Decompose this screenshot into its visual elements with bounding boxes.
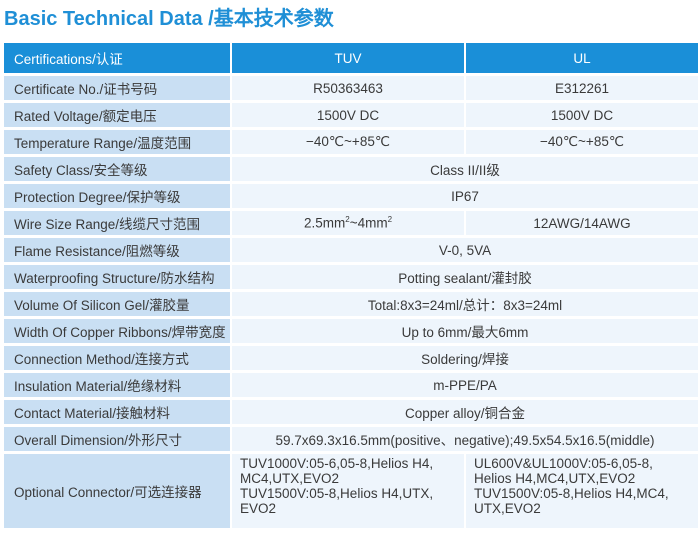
row-label-insulation: Insulation Material/绝缘材料 — [4, 373, 230, 397]
table-row: Insulation Material/绝缘材料 m-PPE/PA — [4, 373, 698, 397]
wire-ul: 12AWG/14AWG — [466, 211, 698, 235]
connector-tuv-line: EVO2 — [240, 501, 277, 516]
table-row: Waterproofing Structure/防水结构 Potting sea… — [4, 265, 698, 289]
certificate-tuv: R50363463 — [232, 76, 464, 100]
header-ul: UL — [466, 43, 698, 73]
connector-ul-line: UTX,EVO2 — [474, 501, 541, 516]
header-tuv: TUV — [232, 43, 464, 73]
protection-value: IP67 — [232, 184, 698, 208]
row-label-certificate: Certificate No./证书号码 — [4, 76, 230, 100]
connector-ul-line: Helios H4,MC4,UTX,EVO2 — [474, 471, 636, 486]
voltage-ul: 1500V DC — [466, 103, 698, 127]
row-label-dimension: Overall Dimension/外形尺寸 — [4, 427, 230, 451]
row-label-protection: Protection Degree/保护等级 — [4, 184, 230, 208]
table-row: Overall Dimension/外形尺寸 59.7x69.3x16.5mm(… — [4, 427, 698, 451]
row-label-voltage: Rated Voltage/额定电压 — [4, 103, 230, 127]
row-label-flame: Flame Resistance/阻燃等级 — [4, 238, 230, 262]
temperature-tuv: −40℃~+85℃ — [232, 130, 464, 154]
connector-tuv-line: TUV1500V:05-8,Helios H4,UTX, — [240, 486, 434, 501]
wire-tuv-max: ~4mm — [349, 215, 388, 231]
header-certifications: Certifications/认证 — [4, 43, 230, 73]
connector-tuv-line: MC4,UTX,EVO2 — [240, 471, 340, 486]
connector-tuv: TUV1000V:05-6,05-8,Helios H4, MC4,UTX,EV… — [232, 454, 464, 528]
table-row: Certificate No./证书号码 R50363463 E312261 — [4, 76, 698, 100]
flame-value: V-0, 5VA — [232, 238, 698, 262]
table-row: Optional Connector/可选连接器 TUV1000V:05-6,0… — [4, 454, 698, 528]
table-row: Temperature Range/温度范围 −40℃~+85℃ −40℃~+8… — [4, 130, 698, 154]
wire-tuv-sup-1: 2 — [345, 215, 350, 225]
row-label-copper-width: Width Of Copper Ribbons/焊带宽度 — [4, 319, 230, 343]
row-label-temperature: Temperature Range/温度范围 — [4, 130, 230, 154]
safety-value: Class II/II级 — [232, 157, 698, 181]
table-row: Protection Degree/保护等级 IP67 — [4, 184, 698, 208]
row-label-waterproof: Waterproofing Structure/防水结构 — [4, 265, 230, 289]
connector-ul-line: UL600V&UL1000V:05-6,05-8, — [474, 456, 653, 471]
table-row: Wire Size Range/线缆尺寸范围 2.5mm2~4mm2 12AWG… — [4, 211, 698, 235]
table-row: Volume Of Silicon Gel/灌胶量 Total:8x3=24ml… — [4, 292, 698, 316]
technical-data-table: Certifications/认证 TUV UL Certificate No.… — [2, 40, 700, 531]
table-row: Width Of Copper Ribbons/焊带宽度 Up to 6mm/最… — [4, 319, 698, 343]
row-label-connector: Optional Connector/可选连接器 — [4, 454, 230, 528]
table-row: Connection Method/连接方式 Soldering/焊接 — [4, 346, 698, 370]
wire-tuv-min: 2.5mm — [303, 215, 346, 231]
dimension-value: 59.7x69.3x16.5mm(positive、negative);49.5… — [232, 427, 698, 451]
contact-value: Copper alloy/铜合金 — [232, 400, 698, 424]
row-label-wire: Wire Size Range/线缆尺寸范围 — [4, 211, 230, 235]
waterproof-value: Potting sealant/灌封胶 — [232, 265, 698, 289]
wire-tuv-sup-2: 2 — [387, 215, 393, 225]
insulation-value: m-PPE/PA — [232, 373, 698, 397]
page-title: Basic Technical Data /基本技术参数 — [4, 8, 334, 30]
wire-tuv: 2.5mm2~4mm2 — [232, 211, 464, 235]
table-row: Rated Voltage/额定电压 1500V DC 1500V DC — [4, 103, 698, 127]
row-label-silicon: Volume Of Silicon Gel/灌胶量 — [4, 292, 230, 316]
connector-tuv-line: TUV1000V:05-6,05-8,Helios H4, — [240, 456, 434, 471]
row-label-safety: Safety Class/安全等级 — [4, 157, 230, 181]
connector-ul: UL600V&UL1000V:05-6,05-8, Helios H4,MC4,… — [466, 454, 698, 528]
silicon-value: Total:8x3=24ml/总计：8x3=24ml — [232, 292, 698, 316]
table-row: Safety Class/安全等级 Class II/II级 — [4, 157, 698, 181]
table-row: Flame Resistance/阻燃等级 V-0, 5VA — [4, 238, 698, 262]
row-label-connection: Connection Method/连接方式 — [4, 346, 230, 370]
row-label-contact: Contact Material/接触材料 — [4, 400, 230, 424]
connector-ul-line: TUV1500V:05-8,Helios H4,MC4, — [474, 486, 669, 501]
table-row: Contact Material/接触材料 Copper alloy/铜合金 — [4, 400, 698, 424]
temperature-ul: −40℃~+85℃ — [466, 130, 698, 154]
table-header-row: Certifications/认证 TUV UL — [4, 43, 698, 73]
connection-value: Soldering/焊接 — [232, 346, 698, 370]
voltage-tuv: 1500V DC — [232, 103, 464, 127]
certificate-ul: E312261 — [466, 76, 698, 100]
copper-width-value: Up to 6mm/最大6mm — [232, 319, 698, 343]
